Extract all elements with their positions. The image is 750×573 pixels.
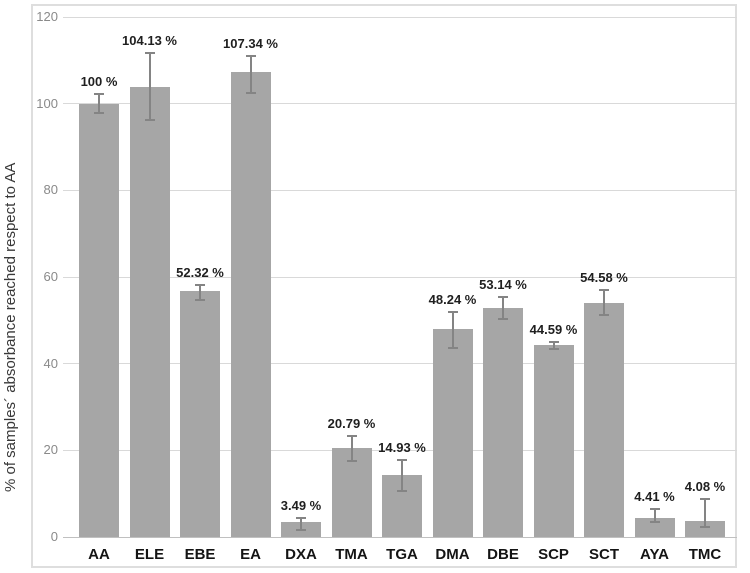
error-bar xyxy=(653,508,656,523)
data-label: 20.79 % xyxy=(327,415,376,431)
bar xyxy=(79,103,119,537)
gridline xyxy=(63,449,737,451)
data-label: 4.08 % xyxy=(684,478,726,494)
x-category-label: AYA xyxy=(640,546,669,563)
x-category-label: DMA xyxy=(435,546,470,563)
y-axis-title: % of samples´ absorbance reached respect… xyxy=(2,162,19,493)
bar xyxy=(483,307,523,537)
error-bar xyxy=(552,341,555,350)
y-tick-label: 20 xyxy=(43,442,58,458)
x-category-label: SCT xyxy=(589,546,619,563)
y-tick-label: 0 xyxy=(50,529,58,544)
error-bar xyxy=(249,55,252,93)
x-axis-line xyxy=(63,536,737,538)
error-bar-top-cap xyxy=(498,295,508,298)
data-label: 54.58 % xyxy=(580,269,628,285)
bar xyxy=(331,448,372,537)
error-bar xyxy=(502,296,504,319)
error-bar xyxy=(98,94,100,114)
error-bar xyxy=(148,52,151,121)
y-tick-label: 120 xyxy=(36,9,58,24)
bar xyxy=(584,302,624,537)
error-bar-bottom-cap xyxy=(548,348,559,351)
data-label: 100 % xyxy=(80,74,118,90)
error-bar-bottom-cap xyxy=(447,347,458,350)
gridline xyxy=(63,16,737,18)
error-bar-bottom-cap xyxy=(649,521,660,524)
x-category-label: SCP xyxy=(538,546,569,563)
error-bar-bottom-cap xyxy=(195,298,205,301)
data-label: 48.24 % xyxy=(428,292,477,308)
gridline xyxy=(63,276,737,278)
bar xyxy=(533,345,574,537)
x-category-label: ELE xyxy=(134,546,165,563)
error-bar-top-cap xyxy=(447,311,458,314)
data-label: 3.49 % xyxy=(280,497,322,513)
error-bar-top-cap xyxy=(346,434,357,437)
error-bar-top-cap xyxy=(195,283,205,286)
error-bar-top-cap xyxy=(94,93,104,96)
error-bar xyxy=(603,289,605,316)
error-bar xyxy=(350,435,353,461)
error-bar-bottom-cap xyxy=(599,314,609,317)
error-bar xyxy=(401,459,403,491)
error-bar xyxy=(199,284,201,300)
chart-frame xyxy=(31,4,737,568)
bar xyxy=(180,290,220,537)
error-bar-top-cap xyxy=(700,497,710,500)
error-bar-top-cap xyxy=(296,516,306,519)
error-bar-bottom-cap xyxy=(346,459,357,462)
data-label: 52.32 % xyxy=(176,264,224,280)
y-tick-label: 80 xyxy=(43,182,58,198)
y-tick-label: 60 xyxy=(43,269,58,284)
error-bar-bottom-cap xyxy=(94,112,104,115)
x-category-label: DXA xyxy=(285,546,317,563)
bar xyxy=(685,520,725,537)
y-tick-label: 100 xyxy=(36,95,58,111)
x-category-label: TMA xyxy=(335,546,368,563)
y-tick-label: 40 xyxy=(43,355,58,371)
error-bar-bottom-cap xyxy=(397,489,407,492)
x-category-label: TMC xyxy=(688,546,722,563)
error-bar-bottom-cap xyxy=(700,526,710,529)
bar xyxy=(634,518,675,537)
gridline xyxy=(63,103,737,105)
gridline xyxy=(63,189,737,191)
bar xyxy=(129,87,170,537)
error-bar-top-cap xyxy=(245,54,256,57)
x-category-label: AA xyxy=(88,546,110,563)
error-bar-bottom-cap xyxy=(296,529,306,532)
error-bar xyxy=(300,517,302,531)
bar xyxy=(432,329,473,537)
error-bar-top-cap xyxy=(144,51,155,54)
x-category-label: EA xyxy=(240,546,261,563)
error-bar-top-cap xyxy=(548,340,559,343)
x-category-label: DBE xyxy=(487,546,519,563)
data-label: 53.14 % xyxy=(479,276,527,292)
gridline xyxy=(63,363,737,365)
x-category-label: TGA xyxy=(386,546,418,563)
error-bar-top-cap xyxy=(397,458,407,461)
error-bar-bottom-cap xyxy=(498,317,508,320)
data-label: 104.13 % xyxy=(122,32,177,48)
data-label: 44.59 % xyxy=(529,321,578,337)
error-bar-top-cap xyxy=(599,288,609,291)
error-bar xyxy=(451,312,454,349)
error-bar-bottom-cap xyxy=(144,119,155,122)
error-bar-top-cap xyxy=(649,507,660,510)
data-label: 14.93 % xyxy=(378,439,426,455)
x-category-label: EBE xyxy=(184,546,216,563)
error-bar-bottom-cap xyxy=(245,91,256,94)
bar xyxy=(230,72,271,537)
data-label: 4.41 % xyxy=(634,488,675,504)
data-label: 107.34 % xyxy=(223,35,278,51)
error-bar xyxy=(704,498,706,528)
